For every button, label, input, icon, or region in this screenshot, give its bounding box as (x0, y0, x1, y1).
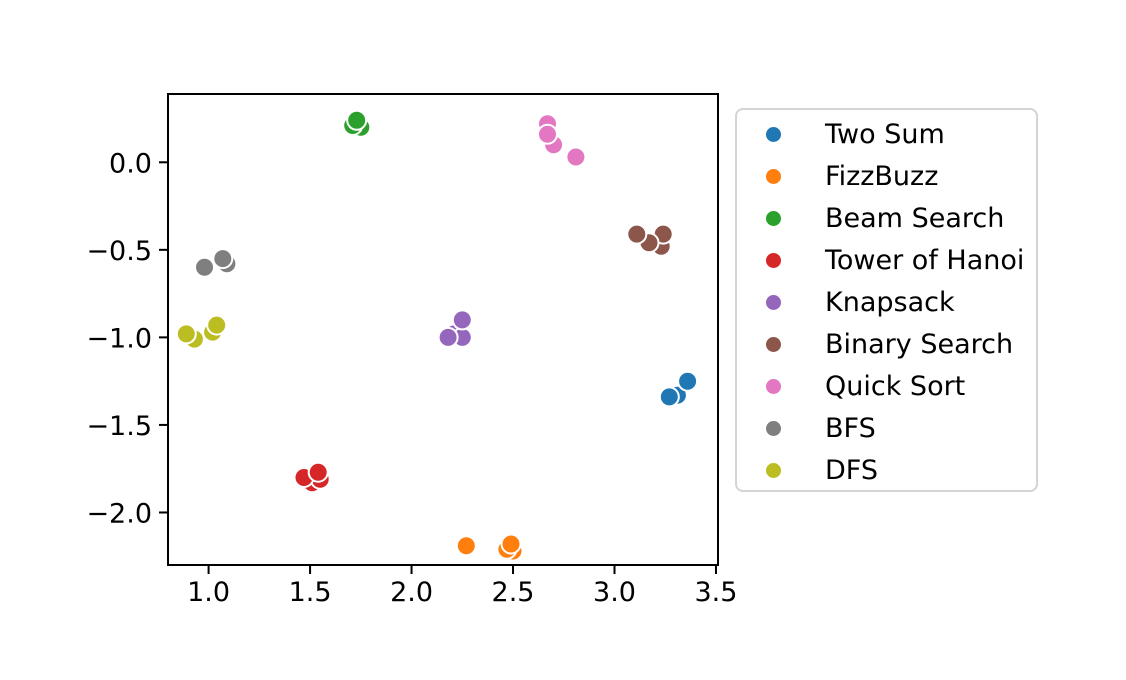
scatter-point-tower-of-hanoi (307, 461, 329, 483)
legend-dot-tower-of-hanoi (766, 252, 781, 268)
data-points-layer (175, 109, 699, 562)
scatter-point-bfs (194, 256, 215, 278)
legend-dot-quick-sort (766, 378, 781, 394)
x-tick-label: 2.5 (492, 577, 535, 608)
plot-frame (167, 93, 719, 566)
legend-item-knapsack: Knapsack (737, 281, 1036, 323)
legend-dot-binary-search (766, 336, 781, 352)
legend-label: Tower of Hanoi (825, 244, 1025, 276)
legend-label: DFS (825, 454, 878, 486)
y-tick-label: −1.0 (86, 323, 152, 354)
legend-label: Knapsack (825, 286, 955, 318)
x-tick-label: 3.5 (694, 577, 737, 608)
legend-item-beam-search: Beam Search (737, 197, 1036, 239)
legend-dot-fizzbuzz (766, 168, 781, 184)
x-tick-label: 2.0 (390, 577, 433, 608)
legend-label: FizzBuzz (825, 160, 939, 192)
scatter-point-bfs (212, 248, 234, 270)
legend-dot-two-sum (766, 126, 781, 142)
legend-label: Beam Search (825, 202, 1005, 234)
legend-label: BFS (825, 412, 876, 444)
scatter-point-fizzbuzz (500, 533, 522, 555)
legend-label: Two Sum (825, 118, 945, 150)
scatter-point-two-sum (677, 370, 699, 392)
x-tick-label: 1.0 (187, 577, 230, 608)
legend-dot-bfs (766, 420, 781, 436)
legend-label: Quick Sort (825, 370, 966, 402)
scatter-point-quick-sort (565, 146, 587, 168)
legend-item-fizzbuzz: FizzBuzz (737, 155, 1036, 197)
scatter-point-binary-search (626, 223, 648, 245)
y-tick-label: 0.0 (109, 148, 152, 179)
legend-item-two-sum: Two Sum (737, 113, 1036, 155)
legend-label: Binary Search (825, 328, 1014, 360)
x-tick-label: 3.0 (593, 577, 636, 608)
x-tick-label: 1.5 (289, 577, 332, 608)
legend-item-bfs: BFS (737, 407, 1036, 449)
scatter-point-fizzbuzz (455, 535, 477, 557)
y-tick-label: −2.0 (86, 498, 152, 529)
legend-item-dfs: DFS (737, 449, 1036, 491)
y-tick-label: −0.5 (86, 236, 152, 267)
legend-dot-beam-search (766, 210, 781, 226)
legend-item-tower-of-hanoi: Tower of Hanoi (737, 239, 1036, 281)
y-tick-label: −1.5 (86, 411, 152, 442)
legend-dot-knapsack (766, 294, 781, 310)
axes-ticks: 1.0 1.5 2.0 2.5 3.0 3.5 0.0 −0.5 −1.0 −1.5 −2.0 (86, 148, 737, 608)
scatter-point-dfs (175, 323, 197, 345)
scatter-point-quick-sort (537, 123, 558, 145)
scatter-point-knapsack (451, 309, 473, 331)
scatter-point-knapsack (437, 326, 459, 348)
legend-dot-dfs (766, 462, 781, 478)
legend-item-quick-sort: Quick Sort (737, 365, 1036, 407)
scatter-point-beam-search (346, 109, 368, 131)
legend-item-binary-search: Binary Search (737, 323, 1036, 365)
scatter-point-dfs (206, 314, 228, 336)
legend: Two Sum FizzBuzz Beam Search Tower of Hanoi… (735, 108, 1038, 492)
scatter-point-two-sum (658, 386, 680, 408)
